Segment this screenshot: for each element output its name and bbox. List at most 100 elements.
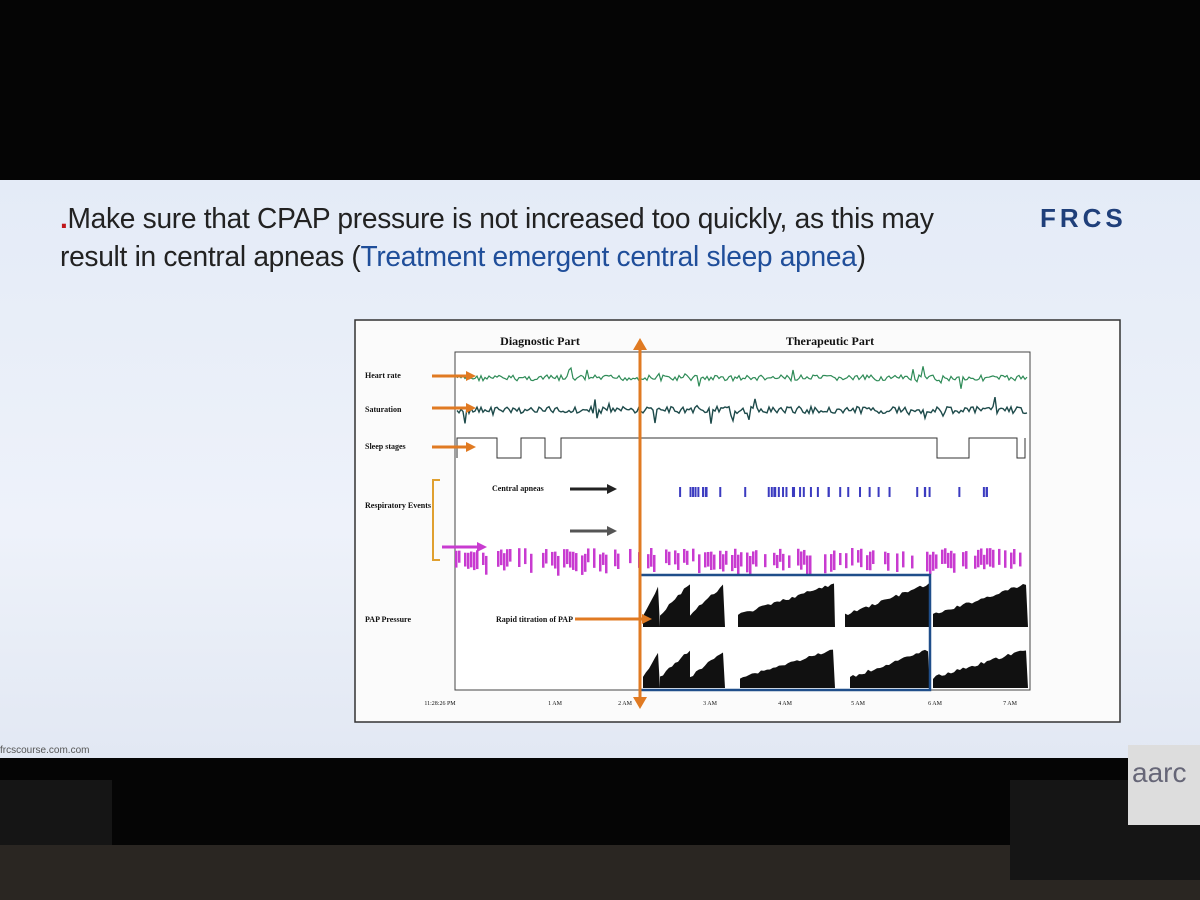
- event-mark: [911, 555, 914, 569]
- title-highlight: Treatment emergent central sleep apnea: [360, 241, 857, 273]
- event-mark: [773, 552, 776, 566]
- event-mark: [500, 549, 503, 566]
- event-mark: [868, 487, 871, 497]
- event-mark: [932, 551, 935, 571]
- event-mark: [506, 549, 509, 567]
- event-mark: [958, 487, 961, 497]
- event-mark: [888, 487, 891, 497]
- event-mark: [473, 552, 476, 571]
- event-mark: [998, 548, 1001, 565]
- event-mark: [545, 549, 548, 564]
- label: 11:28:26 PM: [424, 701, 456, 707]
- event-mark: [944, 548, 947, 564]
- signal-trace: [456, 396, 1028, 424]
- event-mark: [629, 548, 632, 564]
- event-mark: [683, 548, 686, 563]
- event-mark: [569, 551, 572, 568]
- event-mark: [791, 487, 794, 497]
- event-mark: [788, 555, 791, 568]
- event-mark: [1004, 550, 1007, 568]
- event-mark: [702, 487, 705, 497]
- event-mark: [902, 551, 905, 568]
- event-mark: [482, 552, 485, 565]
- label: Rapid titration of PAP: [496, 615, 573, 624]
- event-mark: [679, 487, 682, 497]
- plot-area: [454, 351, 1031, 691]
- arrow-head: [607, 526, 617, 536]
- event-mark: [647, 554, 650, 569]
- event-mark: [1019, 552, 1022, 567]
- event-mark: [779, 548, 782, 562]
- label: 2 AM: [618, 701, 633, 707]
- label: 1 AM: [548, 701, 563, 707]
- event-mark: [509, 548, 512, 562]
- event-mark: [774, 487, 777, 497]
- label: 5 AM: [851, 701, 866, 707]
- event-mark: [524, 548, 527, 565]
- signal-trace: [456, 366, 1028, 389]
- event-mark: [896, 553, 899, 572]
- event-mark: [799, 487, 802, 497]
- event-mark: [929, 554, 932, 575]
- event-mark: [476, 550, 479, 570]
- event-mark: [935, 554, 938, 569]
- event-mark: [470, 551, 473, 568]
- pressure-fill: [933, 584, 1028, 627]
- title-text: Make sure that CPAP pressure is not incr…: [60, 203, 934, 273]
- event-mark: [665, 549, 668, 564]
- event-mark: [800, 551, 803, 570]
- event-mark: [464, 552, 467, 567]
- event-mark: [668, 551, 671, 566]
- arrow-head: [642, 614, 652, 624]
- label: PAP Pressure: [365, 615, 411, 624]
- event-mark: [746, 552, 749, 573]
- label: Therapeutic Part: [786, 334, 874, 348]
- event-mark: [467, 552, 470, 569]
- event-mark: [824, 554, 827, 574]
- event-mark: [776, 554, 779, 569]
- event-mark: [806, 555, 809, 575]
- event-mark: [705, 487, 708, 497]
- event-mark: [653, 554, 656, 572]
- event-mark: [497, 551, 500, 567]
- event-mark: [737, 554, 740, 575]
- event-mark: [877, 487, 880, 497]
- event-mark: [563, 549, 566, 568]
- event-mark: [503, 553, 506, 571]
- event-mark: [722, 554, 725, 572]
- pressure-fill: [738, 583, 835, 627]
- arrow-head: [607, 484, 617, 494]
- label: 7 AM: [1003, 701, 1018, 707]
- event-mark: [749, 555, 752, 575]
- event-mark: [551, 551, 554, 566]
- event-mark: [941, 549, 944, 564]
- event-mark: [977, 549, 980, 568]
- speaker: [0, 780, 112, 845]
- label: Sleep stages: [365, 442, 406, 451]
- event-mark: [572, 551, 575, 570]
- event-mark: [575, 553, 578, 572]
- event-mark: [770, 487, 773, 497]
- event-mark: [847, 487, 850, 497]
- event-mark: [992, 549, 995, 568]
- pressure-fill: [690, 652, 725, 688]
- event-mark: [650, 548, 653, 567]
- event-mark: [719, 550, 722, 570]
- pressure-fill: [850, 649, 930, 688]
- event-mark: [734, 548, 737, 569]
- sign-text: aarc: [1132, 757, 1186, 788]
- event-mark: [617, 553, 620, 569]
- label: Diagnostic Part: [500, 334, 580, 348]
- event-mark: [692, 487, 695, 497]
- event-mark: [542, 552, 545, 568]
- event-mark: [953, 553, 956, 573]
- event-mark: [924, 487, 927, 497]
- event-mark: [983, 554, 986, 570]
- event-mark: [872, 550, 875, 565]
- event-mark: [614, 549, 617, 567]
- event-mark: [767, 487, 770, 497]
- event-mark: [593, 548, 596, 568]
- event-mark: [566, 549, 569, 565]
- label: Respiratory Events: [365, 501, 431, 510]
